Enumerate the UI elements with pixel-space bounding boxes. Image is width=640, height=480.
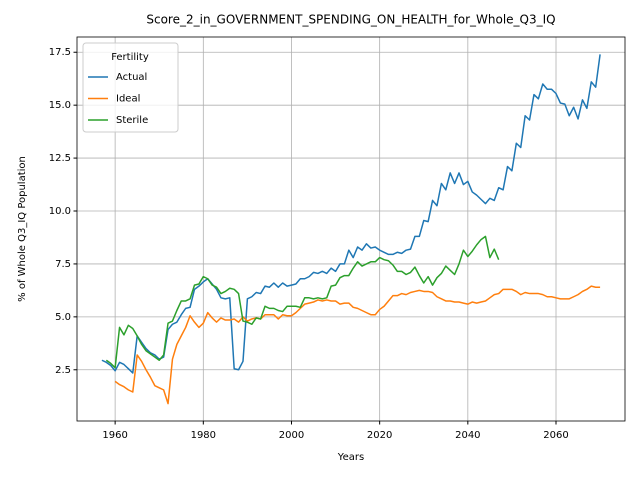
legend-title: Fertility xyxy=(111,52,149,63)
y-tick-label: 12.5 xyxy=(49,153,71,164)
data-line xyxy=(101,54,601,374)
data-line xyxy=(114,285,601,405)
y-axis-label: % of Whole Q3_IQ Population xyxy=(17,156,28,302)
x-tick-label: 1980 xyxy=(191,430,216,441)
y-tick-label: 5.0 xyxy=(55,312,71,323)
plot-frame xyxy=(76,36,626,422)
x-tick-label: 2020 xyxy=(367,430,392,441)
x-tick-label: 2040 xyxy=(455,430,480,441)
y-tick-label: 2.5 xyxy=(55,365,71,376)
y-tick-label: 15.0 xyxy=(49,100,71,111)
y-tick-label: 10.0 xyxy=(49,206,71,217)
chart-title: Score_2_in_GOVERNMENT_SPENDING_ON_HEALTH… xyxy=(146,13,555,27)
y-tick-label: 7.5 xyxy=(55,259,71,270)
x-tick-label: 2060 xyxy=(543,430,568,441)
x-axis-label: Years xyxy=(337,452,364,463)
x-tick-label: 2000 xyxy=(279,430,304,441)
legend-box xyxy=(82,42,179,133)
data-line xyxy=(105,235,500,369)
legend-label: Actual xyxy=(116,72,147,83)
legend-label: Sterile xyxy=(116,115,148,126)
y-tick-label: 17.5 xyxy=(49,47,71,58)
x-tick-label: 1960 xyxy=(102,430,127,441)
legend-label: Ideal xyxy=(116,94,140,105)
